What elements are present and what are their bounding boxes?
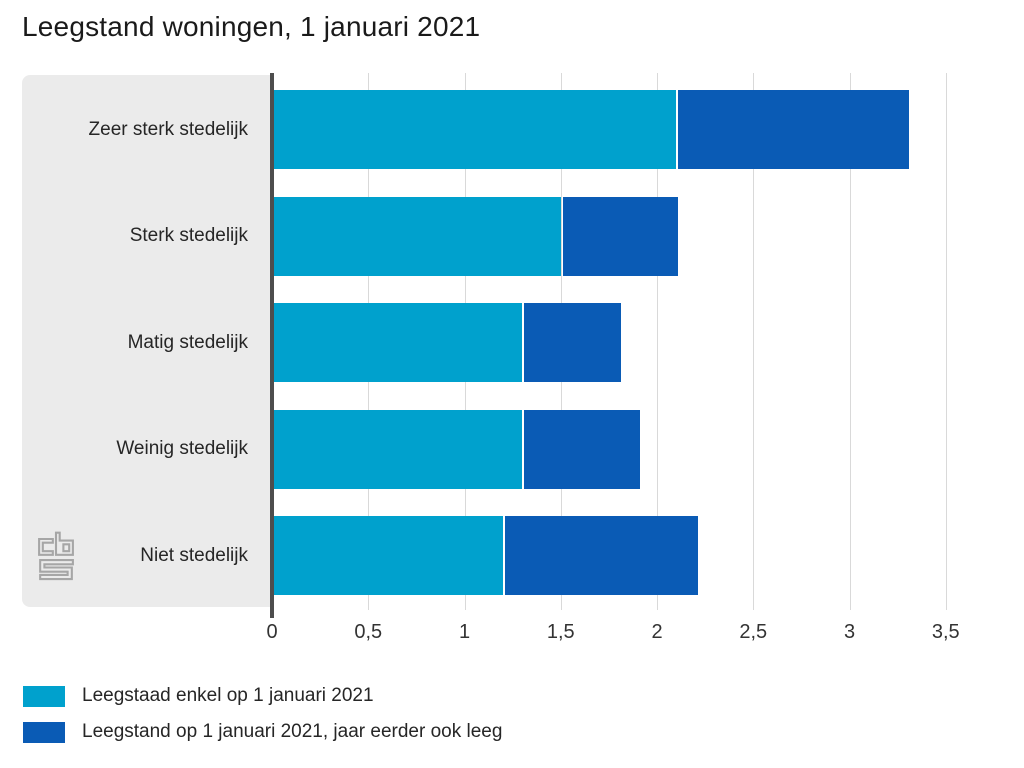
x-tick-label: 3,5: [931, 621, 960, 643]
gridline: [849, 73, 851, 610]
category-label: Sterk stedelijk: [129, 225, 248, 246]
gridline: [753, 73, 755, 610]
gridline: [945, 73, 947, 610]
category-label: Matig stedelijk: [127, 331, 248, 353]
legend-swatch-light-blue: [23, 685, 65, 707]
x-tick-label: 1,5: [546, 621, 575, 643]
category-label: Zeer sterk stedelijk: [88, 118, 248, 140]
x-tick-label: 0,5: [354, 621, 383, 643]
legend-label: Leegstand op 1 januari 2021, jaar eerder…: [82, 721, 503, 742]
legend-item-leegstand-jaar-eerder: Leegstand op 1 januari 2021, jaar eerder…: [23, 721, 502, 743]
x-tick-label: 0: [266, 621, 278, 643]
category-label: Niet stedelijk: [140, 544, 248, 566]
bar-segment-light: [272, 409, 523, 489]
chart-title: Leegstand woningen, 1 januari 2021: [22, 11, 481, 42]
legend-label: Leegstaad enkel op 1 januari 2021: [82, 685, 374, 706]
y-axis-line: [270, 73, 274, 618]
cbs-logo-icon: [38, 531, 74, 581]
x-tick-label: 1: [458, 621, 471, 643]
x-tick-label: 2,5: [739, 621, 768, 643]
gridline: [657, 73, 658, 610]
legend: Leegstaad enkel op 1 januari 2021 Leegst…: [23, 685, 502, 757]
bar-segment-dark: [562, 196, 679, 276]
bar-segment-dark: [678, 90, 910, 169]
legend-swatch-dark-blue: [23, 721, 65, 743]
bar-segment-light: [272, 303, 523, 382]
bar-segment-light: [272, 516, 503, 595]
bar-segment-dark: [524, 303, 621, 382]
bar-segment-dark: [505, 516, 698, 595]
category-label: Weinig stedelijk: [116, 438, 248, 459]
x-tick-label: 3: [843, 621, 856, 643]
legend-item-leegstand-enkel: Leegstaad enkel op 1 januari 2021: [23, 685, 502, 707]
bar-segment-dark: [524, 409, 640, 489]
bar-segment-light: [272, 90, 677, 169]
bar-segment-light: [272, 196, 561, 276]
category-panel: [22, 75, 272, 607]
x-tick-label: 2: [651, 621, 663, 643]
